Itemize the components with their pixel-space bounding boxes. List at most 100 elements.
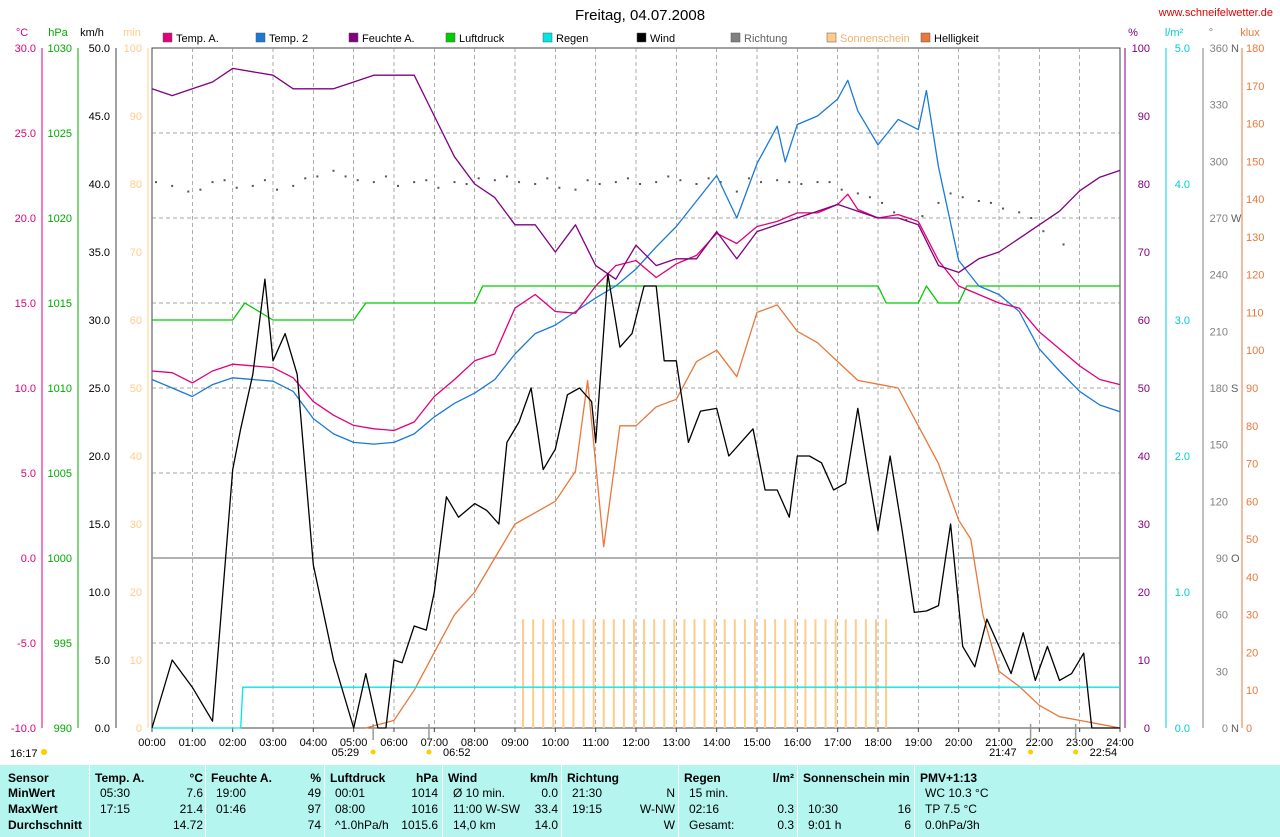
tick-label: 60 [1216,610,1228,622]
footer-cell-time: 02:16 [689,802,720,816]
direction-dot [626,177,629,180]
marker-icon-moon [426,749,432,755]
tick-label: -5.0 [17,638,36,650]
footer-cell-value: 0.3 [777,818,794,832]
time-tick-label: 10:00 [542,737,570,749]
legend-label: Wind [650,33,675,45]
tick-label: 1025 [48,128,72,140]
tick-label: 10.0 [89,587,110,599]
time-tick-label: 01:00 [179,737,207,749]
direction-dot [586,179,589,182]
footer-cell-value: 74 [307,818,321,832]
tick-label: 20 [1138,587,1150,599]
footer-cell-time: 0.0hPa/3h [925,818,980,832]
direction-dot [747,177,750,180]
direction-dot [437,186,440,189]
tick-label: 1010 [48,383,72,395]
direction-dot [453,181,456,184]
direction-dot [276,188,279,191]
tick-label: 30 [130,519,142,531]
tick-label: 80 [1246,421,1258,433]
footer-column-divider [797,765,798,837]
tick-label: 270 [1210,213,1228,225]
tick-label: 5.0 [1175,43,1190,55]
axis-wind: km/h 0.0 5.0 10.0 15.0 20.0 25.0 30.0 35.0 40.0 45… [80,27,117,735]
direction-dot [679,179,682,182]
tick-label: 20.0 [89,451,110,463]
footer-cell-time: 17:15 [100,802,131,816]
footer-cell-value: W-NW [639,802,675,816]
direction-dot [977,200,980,202]
tick-label: 170 [1246,81,1264,93]
axis-pressure: hPa 990 995 1000 1005 1010 1015 1020 1025 1030 [48,27,79,735]
direction-dot [155,181,158,184]
direction-dot [828,181,831,184]
footer-cell-value: 97 [307,802,321,816]
axis-unit: ° [1209,27,1213,39]
footer-column-divider [678,765,679,837]
footer-cell-time: TP 7.5 °C [925,802,977,816]
footer-cell-value: 0.0 [541,786,558,800]
direction-dot [356,179,359,182]
tick-label: 3.0 [1175,315,1190,327]
legend-swatch [542,32,553,43]
direction-dot [465,183,468,185]
direction-dot [816,181,819,184]
direction-dot [921,215,924,218]
footer-header: Richtung [567,771,619,785]
direction-dot [667,175,670,178]
direction-dot [505,175,508,178]
legend-label: Luftdruck [459,33,505,45]
footer-header: Sensor [8,771,49,785]
footer-column-divider [442,765,443,837]
direction-dot [413,181,416,184]
sunshine-bars [522,619,888,728]
footer-column-divider [89,765,90,837]
legend-swatch [826,32,837,43]
footer-row-label: Durchschnitt [8,818,83,832]
direction-dot [695,183,698,185]
direction-dot [251,184,254,187]
direction-dot [574,188,577,191]
time-tick-label: 05:00 [340,737,368,749]
legend-swatch [255,32,266,43]
legend-swatch [348,32,359,43]
series-line-luftdruck [152,285,1120,321]
tick-label: 40 [1138,451,1150,463]
tick-label: 0.0 [95,723,110,735]
footer-unit: °C [189,771,203,785]
tick-label: 1030 [48,43,72,55]
tick-label: 0 [1246,723,1252,735]
direction-dot [893,211,896,214]
axis-lux: klux 0 10 20 30 40 50 60 70 80 90 100 110 120 130 140 15… [1240,27,1264,735]
direction-dot [760,181,763,184]
tick-label: 110 [1246,307,1264,319]
tick-label: 10 [130,655,142,667]
tick-label: 1005 [48,468,72,480]
footer-cell-time: 05:30 [100,786,131,800]
direction-letter: W [1231,213,1242,225]
direction-dot [384,175,387,178]
site-url: www.schneifelwetter.de [1158,7,1273,19]
tick-label: 50 [1246,534,1258,546]
tick-label: 30.0 [15,43,36,55]
tick-label: 80 [130,179,142,191]
sun-icon [41,749,47,755]
axis-temp: °C -10.0 -5.0 0.0 5.0 10.0 15.0 20.0 25.0 30.0 [11,27,43,735]
tick-label: 70 [1246,459,1258,471]
chart-title: Freitag, 04.07.2008 [575,7,705,24]
footer-column-divider [324,765,325,837]
series-line-temp-a [151,193,1121,432]
tick-label: 50.0 [89,43,110,55]
footer-cell-time: WC 10.3 °C [925,786,989,800]
tick-label: 2.0 [1175,451,1190,463]
direction-dot [800,183,803,185]
footer-unit: hPa [415,771,438,785]
tick-label: 160 [1246,119,1264,131]
tick-label: 50 [1138,383,1150,395]
series-line-helligkeit [365,304,1121,729]
legend-swatch [730,32,741,43]
tick-label: 70 [1138,247,1150,259]
tick-label: 90 [1246,383,1258,395]
